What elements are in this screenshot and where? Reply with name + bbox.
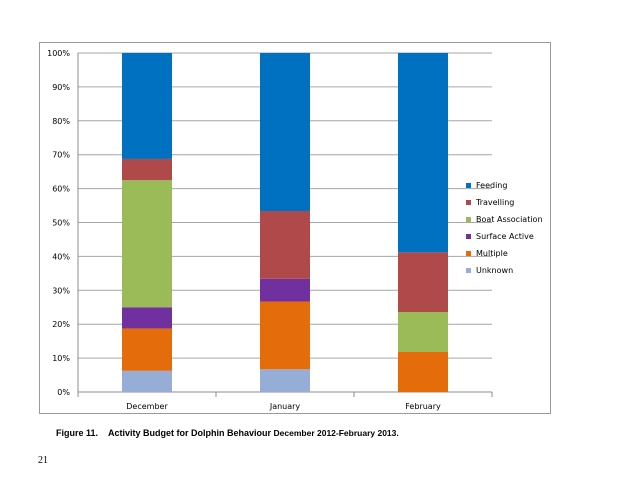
bar-segment-boat-association <box>122 180 172 308</box>
bar-segment-surface-active <box>122 307 172 329</box>
legend-swatch <box>466 268 471 273</box>
y-tick-label: 50% <box>52 219 70 228</box>
bar-segment-travelling <box>260 210 310 279</box>
y-tick-label: 70% <box>52 151 70 160</box>
bar-segment-surface-active <box>260 278 310 302</box>
bar-segment-travelling <box>122 158 172 181</box>
bar-segment-multiple <box>398 351 448 392</box>
figure-caption: Figure 11. Activity Budget for Dolphin Be… <box>56 428 399 438</box>
legend-swatch <box>466 217 471 222</box>
x-tick-label: February <box>405 402 441 411</box>
y-tick-label: 40% <box>52 252 70 261</box>
page-number: 21 <box>38 455 48 466</box>
bar-segment-multiple <box>122 328 172 371</box>
bar-segment-unknown <box>260 369 310 392</box>
y-tick-label: 20% <box>52 320 70 329</box>
legend-label: Travelling <box>475 198 514 207</box>
bar-segment-travelling <box>398 252 448 312</box>
figure-caption-date-range: December 2012-February 2013. <box>273 428 399 438</box>
bar-segment-feeding <box>260 53 310 211</box>
legend-label: Unknown <box>476 266 513 275</box>
x-tick-label: December <box>126 402 168 411</box>
legend-label: Boat Association <box>476 215 543 224</box>
bar-segment-feeding <box>398 53 448 253</box>
legend-label: Surface Active <box>476 232 534 241</box>
stacked-bar-chart: 0% 10% 20% 30% 40% 50% 60% 70% 80% 90% 100% Decembe… <box>47 49 543 411</box>
y-tick-label: 100% <box>47 49 70 58</box>
y-tick-label: 10% <box>52 354 70 363</box>
legend-swatch <box>466 183 471 188</box>
bar-segment-unknown <box>122 370 172 392</box>
bar-segment-multiple <box>260 301 310 370</box>
y-tick-label: 60% <box>52 185 70 194</box>
legend-label: Multiple <box>476 249 508 258</box>
y-tick-label: 80% <box>52 117 70 126</box>
y-tick-label: 0% <box>57 388 70 397</box>
y-tick-label: 30% <box>52 286 70 295</box>
legend-swatch <box>466 234 471 239</box>
chart-frame: 0% 10% 20% 30% 40% 50% 60% 70% 80% 90% 100% Decembe… <box>39 42 551 414</box>
figure-caption-text: Activity Budget for Dolphin Behaviour <box>108 428 272 438</box>
legend-swatch <box>466 251 471 256</box>
bar-segment-feeding <box>122 53 172 159</box>
figure-caption-label: Figure 11. <box>56 428 99 438</box>
legend-swatch <box>466 200 471 205</box>
legend-label: Feeding <box>476 181 507 190</box>
bar-segment-boat-association <box>398 311 448 352</box>
y-tick-label: 90% <box>52 83 70 92</box>
x-tick-label: January <box>269 402 301 411</box>
